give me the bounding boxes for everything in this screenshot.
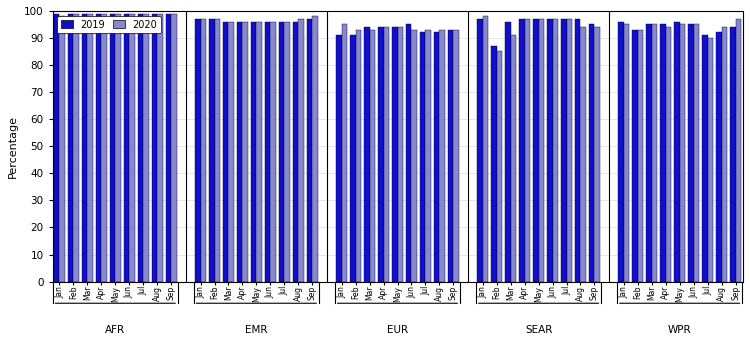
Bar — [88, 14, 93, 282]
Bar — [412, 30, 417, 282]
Bar — [242, 22, 248, 282]
Bar — [392, 27, 398, 282]
Bar — [256, 22, 262, 282]
Bar — [688, 25, 694, 282]
Bar — [680, 25, 686, 282]
Bar — [660, 25, 666, 282]
Bar — [143, 14, 148, 282]
Bar — [674, 22, 680, 282]
Bar — [548, 19, 553, 282]
Bar — [519, 19, 525, 282]
Bar — [336, 35, 342, 282]
Bar — [398, 27, 403, 282]
Bar — [74, 14, 79, 282]
Bar — [138, 14, 143, 282]
Bar — [312, 16, 318, 282]
Bar — [223, 22, 229, 282]
Bar — [736, 19, 741, 282]
Bar — [307, 19, 312, 282]
Bar — [82, 14, 88, 282]
Bar — [722, 27, 727, 282]
Bar — [511, 35, 516, 282]
Bar — [265, 22, 270, 282]
Bar — [116, 14, 121, 282]
Bar — [251, 22, 257, 282]
Bar — [59, 16, 65, 282]
Bar — [229, 22, 234, 282]
Bar — [496, 51, 502, 282]
Bar — [298, 19, 304, 282]
Bar — [652, 25, 657, 282]
Bar — [575, 19, 580, 282]
Bar — [68, 14, 74, 282]
Bar — [646, 25, 652, 282]
Bar — [342, 25, 347, 282]
Bar — [506, 22, 511, 282]
Bar — [166, 14, 171, 282]
Bar — [595, 27, 600, 282]
Bar — [364, 27, 370, 282]
Bar — [284, 22, 290, 282]
Text: EUR: EUR — [387, 325, 408, 335]
Bar — [638, 30, 644, 282]
Bar — [434, 32, 439, 282]
Bar — [716, 32, 722, 282]
Bar — [171, 14, 176, 282]
Bar — [553, 19, 558, 282]
Legend: 2019, 2020: 2019, 2020 — [57, 16, 161, 34]
Text: EMR: EMR — [245, 325, 268, 335]
Text: WPR: WPR — [668, 325, 692, 335]
Bar — [152, 14, 157, 282]
Bar — [292, 22, 298, 282]
Bar — [350, 35, 355, 282]
Bar — [195, 19, 200, 282]
Bar — [378, 27, 383, 282]
Bar — [619, 22, 624, 282]
Bar — [624, 25, 629, 282]
Bar — [632, 30, 638, 282]
Bar — [200, 19, 206, 282]
Bar — [124, 14, 129, 282]
Bar — [129, 14, 135, 282]
Bar — [279, 22, 284, 282]
Bar — [589, 25, 595, 282]
Bar — [270, 22, 276, 282]
Bar — [533, 19, 538, 282]
Bar — [694, 25, 699, 282]
Bar — [356, 30, 361, 282]
Bar — [730, 27, 736, 282]
Bar — [448, 30, 453, 282]
Bar — [453, 30, 459, 282]
Bar — [383, 27, 389, 282]
Bar — [96, 14, 101, 282]
Bar — [707, 38, 713, 282]
Bar — [483, 16, 488, 282]
Bar — [666, 27, 671, 282]
Bar — [420, 32, 425, 282]
Bar — [54, 14, 59, 282]
Bar — [538, 19, 544, 282]
Bar — [561, 19, 566, 282]
Bar — [580, 27, 586, 282]
Bar — [440, 30, 445, 282]
Bar — [214, 19, 220, 282]
Bar — [566, 19, 572, 282]
Bar — [101, 14, 106, 282]
Bar — [491, 46, 496, 282]
Bar — [158, 14, 163, 282]
Text: SEAR: SEAR — [525, 325, 552, 335]
Bar — [425, 30, 430, 282]
Bar — [370, 30, 375, 282]
Bar — [525, 19, 530, 282]
Text: AFR: AFR — [105, 325, 125, 335]
Bar — [406, 25, 412, 282]
Bar — [477, 19, 483, 282]
Y-axis label: Percentage: Percentage — [8, 115, 18, 178]
Bar — [237, 22, 242, 282]
Bar — [209, 19, 214, 282]
Bar — [702, 35, 707, 282]
Bar — [110, 14, 116, 282]
